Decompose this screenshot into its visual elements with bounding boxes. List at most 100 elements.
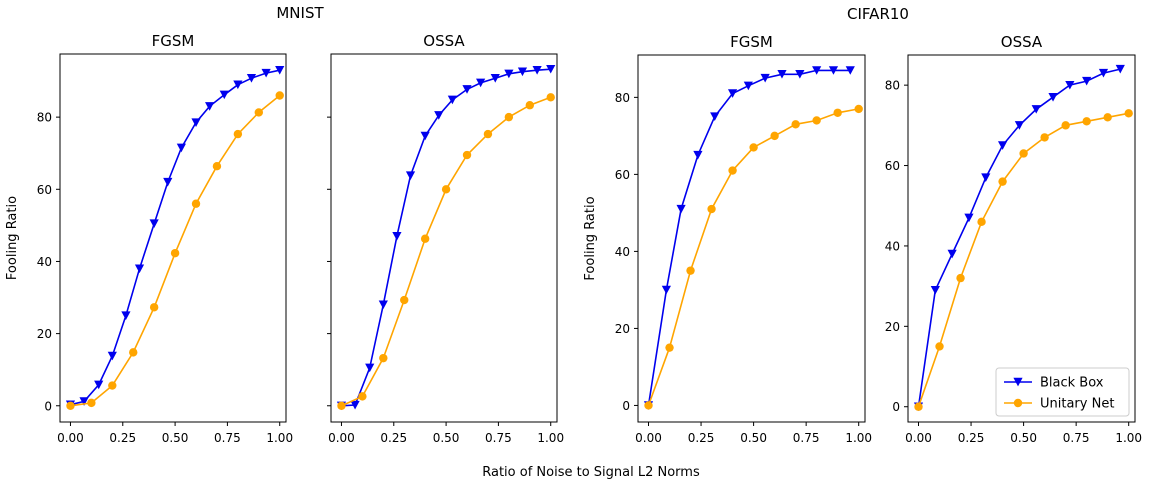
x-tick-label: 0.25	[958, 431, 985, 445]
data-point	[833, 108, 842, 117]
data-point	[149, 303, 159, 312]
data-point	[525, 101, 534, 110]
data-point	[233, 129, 243, 139]
data-point	[358, 392, 367, 401]
data-point	[275, 66, 285, 75]
data-point	[693, 150, 703, 160]
data-point	[149, 219, 159, 228]
data-point	[191, 199, 201, 208]
chart-panel-4: OSSA 0.00 0.25 0.50 0.75 1.00 0 20 40 60 80	[885, 33, 1142, 445]
data-point	[546, 64, 556, 74]
data-point	[707, 204, 716, 214]
y-axis-label: Fooling Ratio	[583, 196, 598, 280]
data-point	[749, 143, 758, 152]
data-point	[845, 66, 855, 75]
x-tick-label: 0.00	[635, 431, 662, 445]
data-point	[1098, 68, 1109, 78]
series-black-box	[65, 66, 285, 410]
data-point	[504, 69, 514, 79]
x-tick-label: 0.75	[214, 431, 241, 445]
data-point	[108, 381, 117, 390]
y-tick-label: 20	[37, 327, 52, 341]
x-tick-label: 0.75	[485, 431, 512, 445]
data-point	[728, 166, 737, 175]
legend-marker	[1013, 377, 1023, 387]
data-point	[405, 171, 416, 180]
data-point	[261, 68, 271, 78]
y-tick-label: 80	[615, 91, 630, 105]
data-point	[760, 73, 770, 83]
x-tick-label: 1.00	[537, 431, 564, 445]
data-point	[378, 300, 388, 310]
data-point	[462, 85, 472, 94]
panel-title: OSSA	[1001, 33, 1043, 51]
chart-panels: FGSM 0.00 0.25 0.50 0.75 1.00 0 20 40 60 80 Fooling…	[5, 32, 1142, 445]
data-point	[812, 66, 822, 75]
data-point	[365, 363, 375, 373]
x-tick-label: 0.50	[740, 431, 767, 445]
data-point	[219, 90, 229, 100]
data-point	[476, 78, 486, 88]
data-point	[686, 266, 695, 275]
x-tick-label: 0.00	[57, 431, 84, 445]
y-tick-label: 40	[615, 245, 630, 259]
data-point	[914, 402, 923, 411]
legend-box	[995, 367, 1130, 417]
data-point	[517, 67, 528, 77]
x-tick-label: 0.00	[328, 431, 355, 445]
data-point	[176, 143, 186, 153]
x-tick-label: 0.25	[380, 431, 407, 445]
data-point	[170, 248, 180, 258]
y-axis-label: Fooling Ratio	[5, 196, 20, 280]
data-point	[1082, 117, 1091, 126]
data-point	[420, 131, 430, 141]
x-tick-label: 0.75	[1063, 431, 1090, 445]
group-title-mnist: MNIST	[276, 4, 324, 22]
data-point	[400, 295, 409, 305]
data-point	[1082, 76, 1092, 86]
chart-panel-1: FGSM 0.00 0.25 0.50 0.75 1.00 0 20 40 60 80 Fooling…	[5, 32, 293, 445]
chart-panel-3: FGSM 0.00 0.25 0.50 0.75 1.00 0 20 40 60 80 Fooling…	[583, 33, 872, 445]
y-tick-label: 20	[885, 320, 900, 334]
series-line	[341, 68, 551, 407]
y-tick-label: 80	[885, 79, 900, 93]
y-tick-label: 60	[37, 183, 52, 197]
shared-x-axis-label: Ratio of Noise to Signal L2 Norms	[482, 465, 700, 480]
data-point	[665, 343, 674, 352]
data-point	[107, 351, 117, 361]
data-point	[1040, 133, 1049, 142]
data-point	[441, 185, 451, 194]
data-point	[977, 217, 986, 227]
data-point	[935, 342, 944, 351]
axes-frame	[59, 53, 287, 423]
data-point	[163, 177, 173, 187]
data-point	[121, 311, 131, 320]
data-point	[1031, 105, 1041, 114]
data-point	[350, 400, 360, 410]
data-point	[1103, 113, 1112, 122]
data-point	[791, 120, 800, 129]
data-point	[546, 93, 555, 102]
data-point	[1061, 121, 1070, 130]
data-point	[87, 398, 96, 408]
y-tick-label: 0	[892, 400, 900, 414]
x-tick-label: 0.50	[1010, 431, 1037, 445]
x-tick-label: 0.50	[162, 431, 189, 445]
data-point	[661, 285, 671, 295]
data-point	[710, 112, 720, 122]
data-point	[490, 73, 500, 83]
data-point	[129, 348, 138, 357]
data-point	[964, 213, 974, 223]
panel-title: OSSA	[423, 32, 465, 50]
y-tick-label: 40	[37, 255, 52, 269]
legend-label: Black Box	[1040, 376, 1104, 391]
axes-frame	[330, 53, 558, 423]
data-point	[998, 177, 1007, 186]
data-point	[828, 66, 839, 75]
x-tick-label: 1.00	[266, 431, 293, 445]
y-tick-label: 0	[622, 399, 630, 413]
y-tick-label: 60	[885, 159, 900, 173]
data-point	[79, 397, 89, 406]
data-point	[434, 111, 444, 120]
